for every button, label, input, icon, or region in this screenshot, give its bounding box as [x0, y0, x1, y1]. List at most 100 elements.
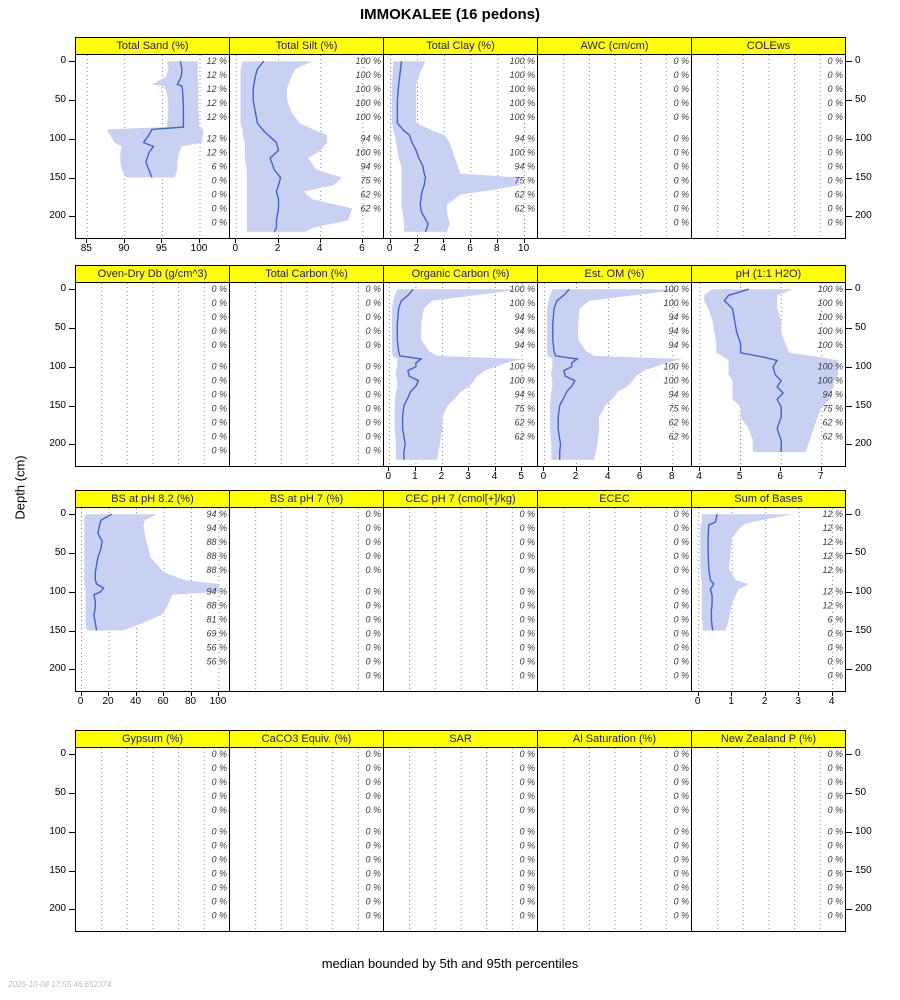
depth-tick-label: 150	[855, 624, 872, 636]
panel-strip-est-om: Est. OM (%)	[537, 265, 692, 283]
contributing-fraction-label: 0 %	[365, 551, 381, 561]
contributing-fraction-label: 0 %	[365, 376, 381, 386]
depth-tick-mark	[69, 327, 75, 329]
contributing-fraction-label: 0 %	[673, 148, 689, 158]
contributing-fraction-label: 81 %	[206, 615, 227, 625]
median-line-ph-h2o	[723, 288, 785, 452]
depth-tick-label: 0	[855, 748, 861, 760]
contributing-fraction-label: 0 %	[673, 911, 689, 921]
panel-canvas-colews: 0 % 0 % 0 % 0 % 0 % 0 % 0 % 0 % 0 % 0 % 0 % 0 %	[717, 55, 843, 238]
contributing-fraction-label: 0 %	[211, 326, 227, 336]
x-axis-sum-of-bases: 0 1 2 3 4	[691, 692, 845, 710]
contributing-fraction-label: 0 %	[827, 176, 843, 186]
x-tick-label: 4	[491, 471, 498, 482]
panel-plot-awc: 0 % 0 % 0 % 0 % 0 % 0 % 0 % 0 % 0 % 0 % 0 % 0 %	[537, 55, 692, 239]
panel-canvas-organic-carbon: 100 % 100 % 94 % 94 % 94 % 100 % 100 % 94 % 75 %…	[388, 283, 535, 466]
panel-strip-caco3-equiv: CaCO3 Equiv. (%)	[229, 730, 384, 748]
x-tick-label: 8	[494, 243, 500, 254]
contributing-fraction-label: 100 %	[509, 98, 535, 108]
contributing-fraction-label: 0 %	[673, 587, 689, 597]
contributing-fraction-label: 0 %	[365, 777, 381, 787]
panel-canvas-ph-h2o: 100 % 100 % 100 % 100 % 100 % 100 % 100 % 94 % 7…	[699, 283, 843, 466]
x-tick-label: 95	[155, 243, 167, 254]
x-axis-bs-ph82: 0 20 40 60 80 100	[75, 692, 229, 710]
panel-plot-al-saturation: 0 % 0 % 0 % 0 % 0 % 0 % 0 % 0 % 0 % 0 % 0 % 0 %	[537, 748, 692, 932]
depth-tick-label: 100	[49, 585, 66, 597]
x-tick-label: 2	[572, 471, 579, 482]
depth-tick-mark	[69, 630, 75, 632]
contributing-fraction-label: 0 %	[827, 897, 843, 907]
panel-plot-total-silt: 100 % 100 % 100 % 100 % 100 % 94 % 100 % 94 % 75…	[229, 55, 384, 239]
contributing-fraction-label: 12 %	[206, 56, 227, 66]
depth-tick-mark	[69, 831, 75, 833]
contributing-fraction-label: 0 %	[211, 298, 227, 308]
x-tick-mark	[135, 692, 137, 696]
x-tick-mark	[190, 692, 192, 696]
contributing-fraction-label: 0 %	[365, 897, 381, 907]
contributing-fraction-label: 0 %	[365, 601, 381, 611]
depth-tick-label: 150	[49, 171, 66, 183]
panel-canvas-total-clay: 100 % 100 % 100 % 100 % 100 % 94 % 100 % 94 % 75…	[390, 55, 535, 238]
x-tick-label: 0	[386, 243, 393, 254]
contributing-fraction-label: 100 %	[509, 284, 535, 294]
panel-ecec: ECEC 0 % 0 % 0 % 0 % 0 % 0 % 0 % 0 % 0 % 0 % 0 % 0 %	[537, 490, 692, 692]
panel-plot-bs-ph82: 94 % 94 % 88 % 88 % 88 % 94 % 88 % 81 % 69 % 56 %…	[75, 508, 230, 692]
panel-canvas-bs-ph82: 94 % 94 % 88 % 88 % 88 % 94 % 88 % 81 % 69 % 56 %…	[81, 508, 227, 691]
contributing-fraction-label: 0 %	[519, 897, 535, 907]
x-tick-mark	[494, 467, 496, 471]
x-tick-mark	[607, 467, 609, 471]
depth-tick-mark	[846, 552, 852, 554]
contributing-fraction-label: 100 %	[817, 284, 843, 294]
contributing-fraction-label: 0 %	[827, 190, 843, 200]
contributing-fraction-label: 0 %	[827, 204, 843, 214]
panel-strip-colews: COLEws	[691, 37, 846, 55]
panel-plot-new-zealand-p: 0 % 0 % 0 % 0 % 0 % 0 % 0 % 0 % 0 % 0 % 0 % 0 %	[691, 748, 846, 932]
contributing-fraction-label: 88 %	[206, 601, 227, 611]
depth-tick-mark	[846, 630, 852, 632]
x-tick-mark	[163, 692, 164, 696]
percentile-band-ph-h2o	[704, 289, 838, 452]
x-axis-total-silt: 0 2 4 6	[229, 239, 383, 257]
contributing-fraction-label: 0 %	[211, 404, 227, 414]
depth-tick-label: 200	[855, 903, 872, 915]
contributing-fraction-label: 0 %	[827, 657, 843, 667]
x-tick-label: 0	[232, 243, 239, 254]
depth-tick-label: 100	[855, 132, 872, 144]
x-tick-mark	[820, 467, 822, 471]
x-tick-label: 4	[440, 243, 447, 254]
contributing-fraction-label: 0 %	[673, 897, 689, 907]
contributing-fraction-label: 0 %	[673, 565, 689, 575]
contributing-fraction-label: 0 %	[673, 523, 689, 533]
x-tick-label: 4	[828, 696, 835, 707]
contributing-fraction-label: 0 %	[519, 601, 535, 611]
contributing-fraction-label: 0 %	[365, 657, 381, 667]
median-line-sum-of-bases	[707, 514, 718, 631]
x-tick-mark	[361, 239, 363, 243]
panel-strip-total-sand: Total Sand (%)	[75, 37, 230, 55]
depth-tick-label: 50	[855, 546, 867, 558]
depth-tick-mark	[846, 514, 852, 516]
contributing-fraction-label: 0 %	[673, 551, 689, 561]
x-tick-mark	[521, 467, 523, 471]
contributing-fraction-label: 0 %	[519, 827, 535, 837]
contributing-fraction-label: 62 %	[668, 432, 689, 442]
contributing-fraction-label: 62 %	[514, 204, 535, 214]
x-axis-est-om: 0 2 4 6 8	[537, 467, 691, 485]
depth-tick-label: 0	[855, 283, 861, 295]
contributing-fraction-label: 0 %	[365, 432, 381, 442]
depth-tick-mark	[69, 591, 75, 593]
contributing-fraction-label: 0 %	[211, 284, 227, 294]
x-tick-mark	[697, 692, 699, 696]
depth-tick-mark	[846, 327, 852, 329]
contributing-fraction-label: 100 %	[817, 340, 843, 350]
contributing-fraction-label: 0 %	[519, 671, 535, 681]
contributing-fraction-label: 0 %	[673, 112, 689, 122]
x-tick-mark	[671, 467, 673, 471]
x-tick-label: 6	[777, 471, 783, 482]
x-tick-mark	[123, 239, 125, 243]
contributing-fraction-label: 94 %	[668, 326, 689, 336]
contributing-fraction-label: 12 %	[822, 601, 843, 611]
contributing-fraction-label: 0 %	[673, 749, 689, 759]
contributing-fraction-label: 56 %	[206, 657, 227, 667]
contributing-fraction-label: 100 %	[817, 312, 843, 322]
